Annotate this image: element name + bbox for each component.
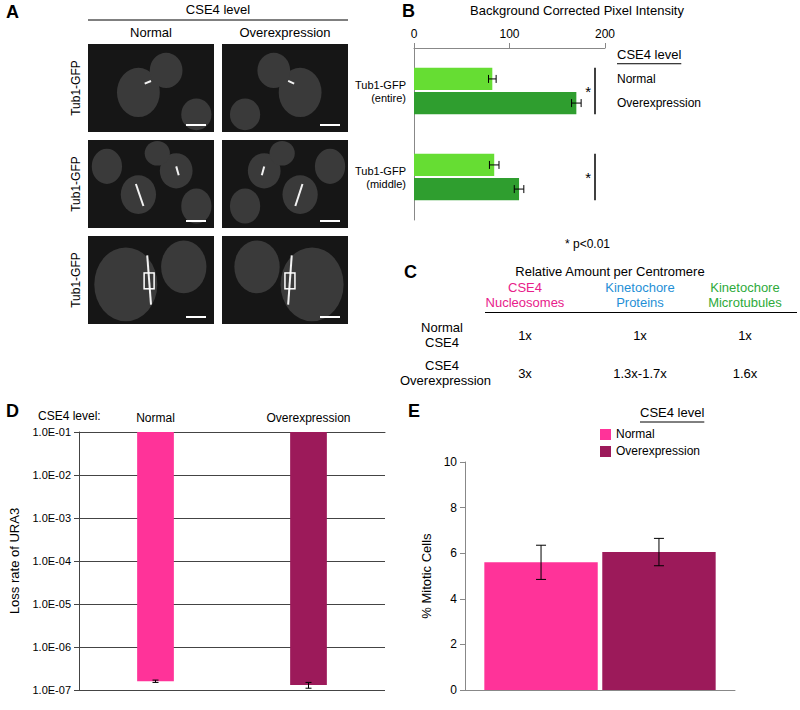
svg-text:1.0E-04: 1.0E-04 [32, 555, 71, 567]
svg-text:1.0E-05: 1.0E-05 [32, 598, 71, 610]
svg-text:% Mitotic Cells: % Mitotic Cells [419, 533, 434, 619]
html-text:1.3x-1.7x: 1.3x-1.7x [613, 366, 667, 381]
svg-text:Normal: Normal [130, 25, 172, 40]
svg-text:CSE4 level: CSE4 level [640, 405, 704, 420]
svg-text:B: B [402, 1, 415, 21]
svg-text:CSE4 level: CSE4 level [617, 47, 681, 62]
html-text:1.6x: 1.6x [732, 366, 758, 381]
html-text:1x: 1x [518, 328, 532, 343]
svg-text:Tub1-GFP: Tub1-GFP [69, 60, 83, 116]
svg-text:6: 6 [450, 546, 457, 560]
svg-text:1.0E-07: 1.0E-07 [32, 684, 71, 696]
svg-text:Loss rate of URA3: Loss rate of URA3 [7, 508, 22, 614]
html-text:Kinetochore Microtubules: Kinetochore Microtubules [708, 280, 782, 310]
svg-text:2: 2 [450, 637, 457, 651]
svg-text:4: 4 [450, 592, 457, 606]
svg-text:0: 0 [450, 683, 457, 697]
html-text:C: C [404, 262, 417, 282]
svg-text:(middle): (middle) [366, 178, 406, 190]
svg-text:Normal: Normal [616, 427, 655, 441]
html-text:Normal CSE4: Normal CSE4 [421, 320, 463, 350]
svg-text:200: 200 [595, 27, 615, 41]
html-text:3x: 3x [518, 366, 532, 381]
svg-text:Tub1-GFP: Tub1-GFP [69, 156, 83, 212]
svg-text:Tub1-GFP: Tub1-GFP [355, 79, 406, 91]
svg-text:CSE4 level: CSE4 level [186, 2, 250, 17]
svg-text:(entire): (entire) [371, 92, 406, 104]
svg-text:D: D [6, 401, 19, 421]
svg-text:0: 0 [411, 27, 418, 41]
svg-text:1.0E-06: 1.0E-06 [32, 641, 71, 653]
svg-text:10: 10 [444, 455, 458, 469]
html-text:Relative Amount per Centromere: Relative Amount per Centromere [515, 264, 705, 279]
svg-text:Tub1-GFP: Tub1-GFP [69, 252, 83, 308]
svg-text:Overexpression: Overexpression [617, 96, 701, 110]
html-text:1x: 1x [738, 328, 752, 343]
svg-text:E: E [408, 401, 420, 421]
svg-text:Overexpression: Overexpression [266, 411, 350, 425]
svg-text:1.0E-02: 1.0E-02 [32, 469, 71, 481]
svg-text:Overexpression: Overexpression [616, 444, 700, 458]
svg-text:Normal: Normal [617, 72, 656, 86]
svg-text:Overexpression: Overexpression [239, 25, 330, 40]
html-text:CSE4 Overexpression: CSE4 Overexpression [400, 358, 491, 388]
html-text:CSE4 Nucleosomes: CSE4 Nucleosomes [485, 280, 565, 310]
svg-text:100: 100 [499, 27, 519, 41]
svg-text:*: * [585, 83, 591, 100]
html-text:Kinetochore Proteins: Kinetochore Proteins [605, 280, 675, 310]
html-text:1x: 1x [633, 328, 647, 343]
svg-text:1.0E-01: 1.0E-01 [32, 426, 71, 438]
svg-text:A: A [6, 2, 19, 22]
svg-text:Normal: Normal [136, 411, 175, 425]
svg-text:CSE4 level:: CSE4 level: [38, 409, 101, 423]
svg-text:1.0E-03: 1.0E-03 [32, 512, 71, 524]
svg-text:*: * [585, 169, 591, 186]
svg-text:* p<0.01: * p<0.01 [565, 237, 610, 251]
svg-text:Background Corrected Pixel Int: Background Corrected Pixel Intensity [470, 3, 684, 18]
svg-text:Tub1-GFP: Tub1-GFP [355, 165, 406, 177]
svg-text:8: 8 [450, 501, 457, 515]
